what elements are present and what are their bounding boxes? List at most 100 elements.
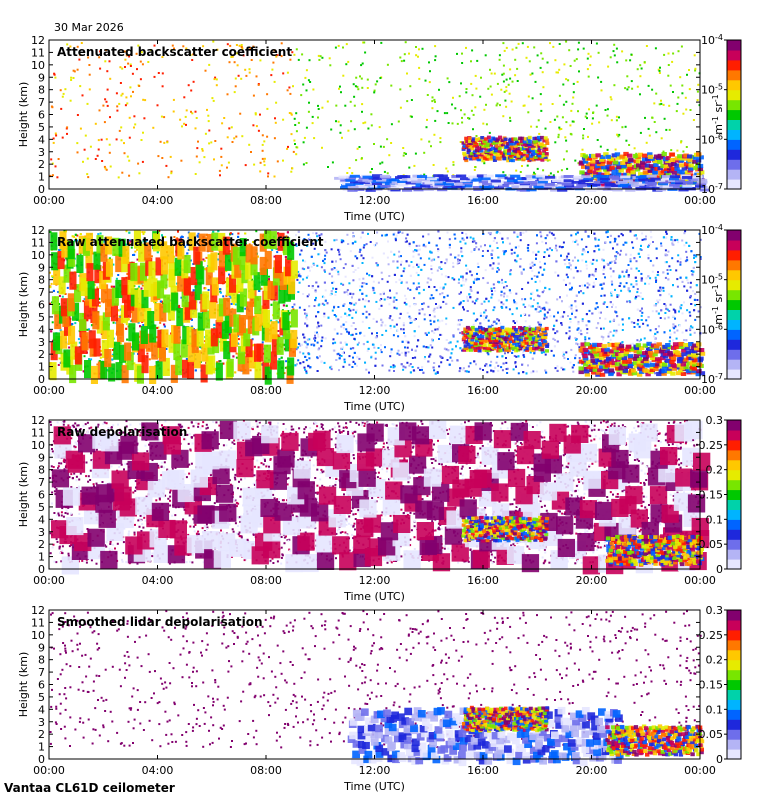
- noise-cell: [654, 47, 657, 50]
- noise-cell: [191, 59, 194, 61]
- feature-cell: [610, 186, 621, 190]
- noise-cell: [458, 95, 461, 98]
- y-tick-label: 8: [38, 84, 45, 97]
- noise-cell: [523, 313, 526, 315]
- noise-cell: [395, 234, 398, 237]
- noise-cell: [190, 110, 192, 113]
- feature-cell: [671, 161, 677, 166]
- noise-cell: [332, 287, 335, 290]
- noise-cell: [667, 316, 670, 319]
- noise-cell: [615, 115, 618, 118]
- noise-cell: [357, 267, 360, 269]
- colorbar-tick-label: 10-4: [701, 33, 723, 48]
- feature-cell: [647, 154, 654, 159]
- noise-cell: [56, 176, 59, 179]
- noise-cell: [476, 297, 479, 300]
- noise-cell: [358, 357, 361, 360]
- noise-cell: [562, 103, 565, 106]
- noise-cell: [308, 59, 311, 62]
- noise-cell: [595, 104, 598, 107]
- noise-cell: [201, 148, 204, 150]
- noise-cell: [230, 126, 233, 129]
- feature-cell: [678, 163, 685, 168]
- noise-cell: [376, 332, 378, 335]
- noise-cell: [64, 88, 67, 91]
- noise-cell: [635, 260, 638, 263]
- noise-cell: [431, 96, 434, 99]
- noise-cell: [302, 278, 305, 281]
- noise-cell: [630, 80, 633, 83]
- noise-cell: [381, 234, 384, 237]
- noise-cell: [120, 126, 123, 129]
- noise-cell: [505, 285, 508, 287]
- noise-cell: [500, 88, 503, 91]
- noise-cell: [111, 355, 114, 358]
- feature-cell: [528, 144, 532, 148]
- noise-cell: [506, 295, 509, 298]
- noise-cell: [431, 258, 434, 261]
- noise-cell: [384, 346, 386, 349]
- noise-cell: [624, 87, 627, 90]
- noise-cell: [298, 281, 301, 284]
- noise-cell: [428, 140, 431, 143]
- noise-cell: [404, 240, 407, 243]
- noise-cell: [536, 54, 539, 57]
- noise-cell: [614, 148, 617, 151]
- noise-cell: [387, 263, 390, 266]
- noise-cell: [116, 109, 119, 112]
- noise-cell: [427, 331, 430, 334]
- noise-cell: [440, 361, 443, 364]
- feature-cell: [617, 184, 628, 188]
- noise-cell: [82, 300, 85, 303]
- noise-cell: [318, 355, 321, 358]
- noise-cell: [635, 283, 638, 286]
- noise-cell: [696, 299, 699, 301]
- noise-cell: [618, 116, 620, 119]
- noise-cell: [290, 170, 293, 173]
- noise-cell: [66, 286, 69, 289]
- feature-cell: [527, 142, 532, 146]
- feature-cell: [491, 141, 496, 145]
- noise-cell: [325, 251, 328, 254]
- noise-cell: [597, 51, 600, 54]
- noise-cell: [404, 353, 407, 356]
- noise-cell: [379, 145, 382, 148]
- x-tick-label: 20:00: [576, 194, 608, 207]
- noise-cell: [348, 282, 351, 285]
- noise-cell: [502, 171, 505, 174]
- noise-cell: [609, 320, 612, 323]
- noise-cell: [502, 115, 505, 118]
- noise-cell: [390, 142, 393, 144]
- noise-cell: [131, 72, 134, 75]
- noise-cell: [506, 367, 509, 370]
- noise-cell: [332, 338, 335, 341]
- noise-cell: [159, 140, 162, 143]
- feature-cell: [674, 179, 686, 183]
- feature-cell: [674, 163, 680, 168]
- noise-cell: [665, 232, 668, 235]
- noise-cell: [640, 67, 643, 70]
- noise-cell: [645, 141, 648, 144]
- noise-cell: [338, 87, 340, 90]
- noise-cell: [427, 233, 430, 236]
- feature-cell: [512, 149, 517, 153]
- feature-cell: [543, 136, 548, 140]
- noise-cell: [129, 65, 132, 67]
- noise-cell: [406, 361, 409, 364]
- noise-cell: [375, 320, 378, 323]
- feature-cell: [593, 181, 604, 184]
- noise-cell: [214, 76, 217, 79]
- noise-cell: [443, 112, 446, 115]
- noise-cell: [333, 239, 336, 242]
- feature-cell: [542, 151, 547, 155]
- noise-cell: [101, 160, 104, 162]
- noise-cell: [305, 162, 308, 164]
- feature-cell: [464, 158, 469, 163]
- noise-cell: [272, 61, 275, 64]
- feature-cell: [456, 174, 467, 178]
- feature-cell: [616, 161, 622, 166]
- noise-cell: [533, 275, 536, 277]
- noise-cell: [406, 100, 409, 103]
- feature-cell: [489, 150, 494, 154]
- noise-cell: [208, 142, 211, 145]
